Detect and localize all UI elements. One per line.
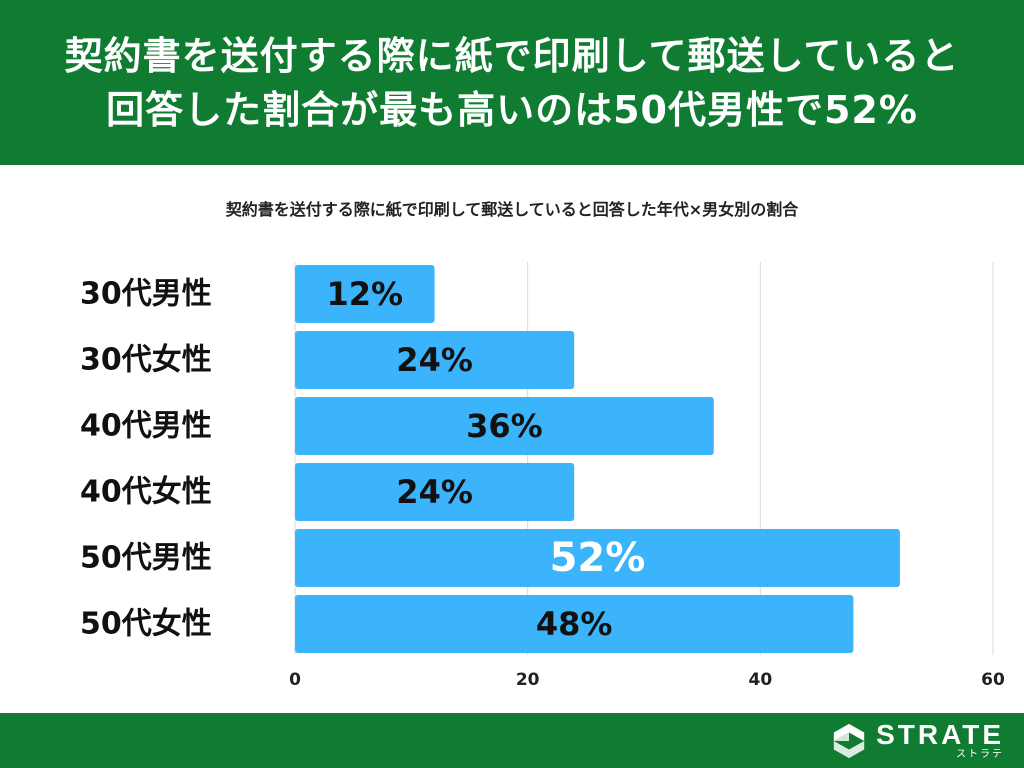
x-tick-label: 40 — [748, 670, 772, 690]
strate-logo: STRATE ストラテ — [830, 719, 1004, 763]
bar — [295, 529, 900, 587]
data-label: 24% — [396, 341, 473, 379]
strate-logo-icon — [833, 723, 865, 759]
category-label: 50代女性 — [80, 607, 212, 642]
data-label: 24% — [396, 473, 473, 511]
x-tick-label: 20 — [516, 670, 540, 690]
category-label: 40代女性 — [80, 475, 212, 510]
data-label: 12% — [327, 275, 404, 313]
brand-name: STRATE — [876, 719, 1004, 750]
x-tick-label: 60 — [981, 670, 1005, 690]
bar — [295, 397, 714, 455]
footer-bar: STRATE ストラテ — [0, 713, 1024, 768]
bar — [295, 463, 575, 521]
category-label: 30代女性 — [80, 343, 212, 378]
data-label: 48% — [536, 605, 613, 643]
x-tick-label: 0 — [289, 670, 301, 690]
headline-line-1: 契約書を送付する際に紙で印刷して郵送していると — [64, 33, 960, 78]
category-label: 50代男性 — [80, 541, 212, 576]
data-label: 52% — [550, 535, 646, 581]
chart-title: 契約書を送付する際に紙で印刷して郵送していると回答した年代×男女別の割合 — [225, 200, 799, 219]
headline-line-2: 回答した割合が最も高いのは50代男性で52% — [106, 87, 918, 132]
category-label: 30代男性 — [80, 277, 212, 312]
brand-kana: ストラテ — [956, 749, 1004, 760]
category-label: 40代男性 — [80, 409, 212, 444]
bar — [295, 595, 854, 653]
bar — [295, 265, 435, 323]
bar — [295, 331, 575, 389]
header-banner: 契約書を送付する際に紙で印刷して郵送していると 回答した割合が最も高いのは50代… — [0, 0, 1024, 165]
data-label: 36% — [466, 407, 543, 445]
